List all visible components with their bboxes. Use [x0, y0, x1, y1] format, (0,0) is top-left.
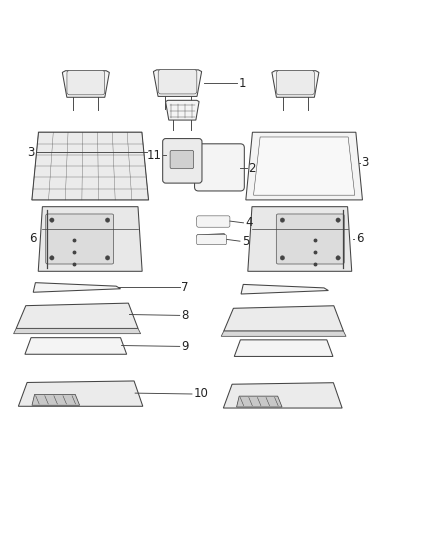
Circle shape	[106, 218, 110, 222]
Circle shape	[336, 218, 340, 222]
Polygon shape	[248, 207, 352, 271]
FancyBboxPatch shape	[276, 214, 344, 264]
Polygon shape	[25, 338, 127, 354]
Polygon shape	[32, 394, 80, 405]
Polygon shape	[38, 207, 142, 271]
Polygon shape	[221, 331, 346, 336]
Polygon shape	[32, 132, 148, 200]
Polygon shape	[234, 340, 333, 357]
FancyBboxPatch shape	[162, 139, 202, 183]
Circle shape	[336, 256, 340, 260]
Polygon shape	[14, 328, 141, 334]
FancyBboxPatch shape	[197, 235, 226, 245]
Polygon shape	[197, 217, 229, 225]
Polygon shape	[62, 71, 110, 98]
Polygon shape	[272, 71, 319, 98]
Text: 2: 2	[248, 161, 256, 175]
Polygon shape	[241, 285, 328, 294]
Polygon shape	[166, 100, 199, 120]
Text: 3: 3	[28, 146, 35, 159]
Circle shape	[280, 218, 285, 222]
Polygon shape	[254, 137, 355, 195]
Polygon shape	[33, 282, 120, 292]
FancyBboxPatch shape	[67, 70, 105, 95]
Text: 4: 4	[245, 216, 253, 229]
Polygon shape	[224, 306, 343, 331]
Text: 9: 9	[181, 340, 189, 353]
Text: 3: 3	[361, 156, 369, 169]
Polygon shape	[153, 70, 201, 96]
Circle shape	[49, 218, 54, 222]
Circle shape	[106, 256, 110, 260]
FancyBboxPatch shape	[170, 150, 194, 169]
Text: 10: 10	[194, 387, 208, 400]
Polygon shape	[197, 234, 226, 244]
Polygon shape	[16, 303, 138, 328]
Text: 5: 5	[242, 235, 249, 248]
Circle shape	[49, 256, 54, 260]
FancyBboxPatch shape	[197, 216, 230, 227]
FancyBboxPatch shape	[276, 70, 314, 95]
Text: 8: 8	[181, 309, 189, 322]
Text: 1: 1	[239, 77, 247, 90]
FancyBboxPatch shape	[46, 214, 114, 264]
Circle shape	[280, 256, 285, 260]
Polygon shape	[237, 396, 282, 407]
Text: 7: 7	[181, 280, 189, 294]
Polygon shape	[18, 381, 143, 406]
Text: 6: 6	[29, 232, 36, 246]
FancyBboxPatch shape	[158, 70, 197, 94]
Text: 11: 11	[146, 149, 161, 161]
Text: 6: 6	[356, 232, 364, 246]
FancyBboxPatch shape	[194, 144, 244, 191]
Polygon shape	[246, 132, 363, 200]
Polygon shape	[223, 383, 342, 408]
